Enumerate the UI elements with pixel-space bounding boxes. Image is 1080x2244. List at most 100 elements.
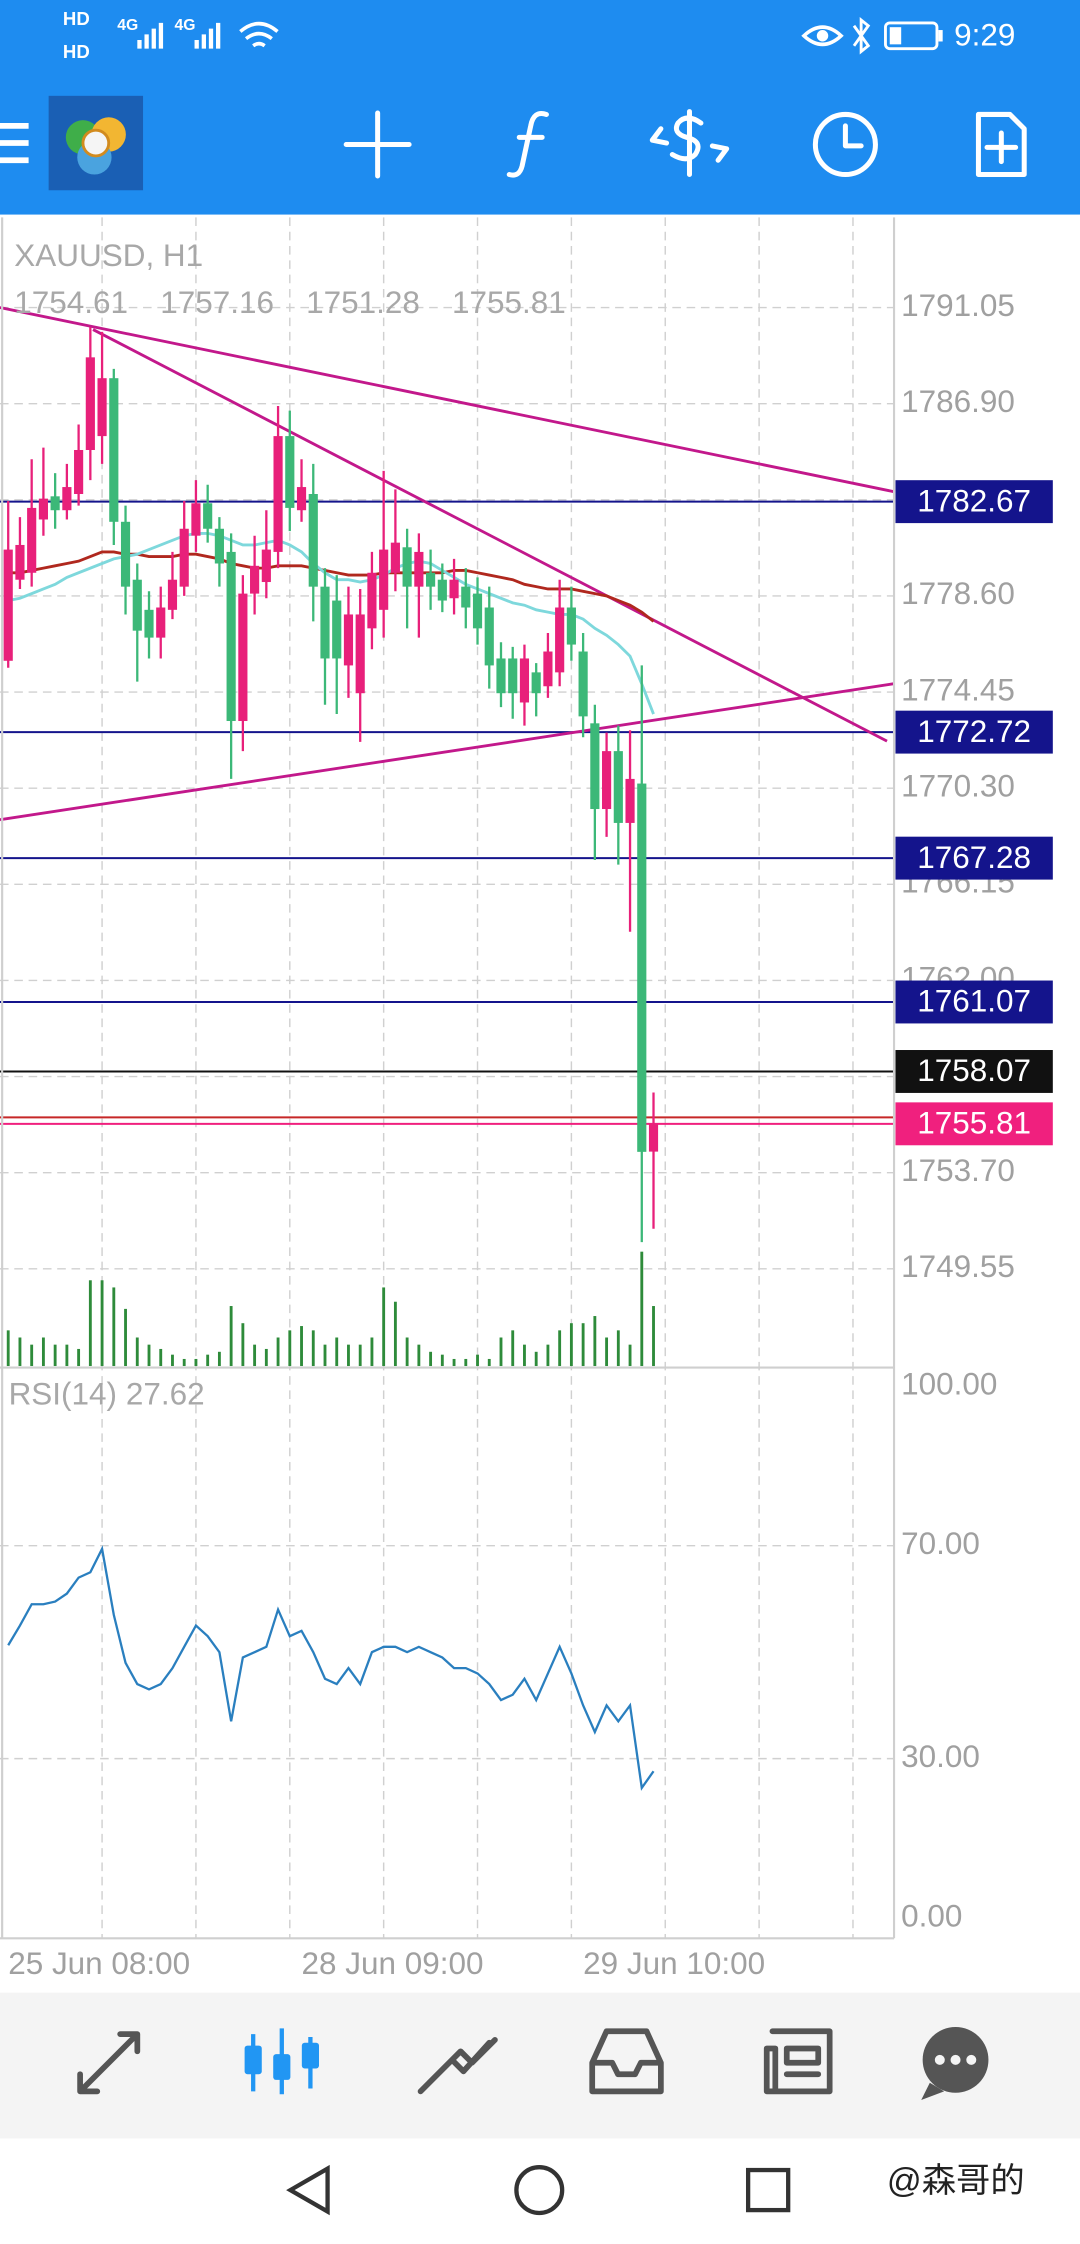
battery-level (889, 27, 902, 45)
volume-bar (429, 1351, 433, 1367)
candle-body (214, 528, 224, 564)
candle-body (379, 549, 389, 610)
trade-tab[interactable] (77, 2031, 141, 2095)
ohlc-open: 1754.61 (14, 285, 128, 320)
volume-bar (358, 1344, 362, 1367)
rsi-line (7, 1545, 655, 1791)
chart-tab[interactable] (244, 2028, 319, 2095)
trade-button[interactable] (649, 109, 730, 178)
candle-body (144, 609, 154, 638)
candle-body (332, 600, 342, 659)
chart-tab (301, 2042, 319, 2069)
level-label-box (895, 836, 1053, 880)
battery-tip (938, 30, 943, 42)
candle-body (296, 487, 307, 511)
level-label: 1772.72 (917, 714, 1031, 749)
candle-body (543, 651, 553, 687)
candle-body (367, 572, 377, 629)
volume-bar (440, 1354, 444, 1367)
level-label: 1758.07 (917, 1053, 1031, 1088)
chart-tab (244, 2045, 262, 2075)
menu-button[interactable] (0, 123, 29, 164)
volume-bar (335, 1337, 339, 1367)
volume-bar (206, 1354, 210, 1367)
volume-bar (523, 1344, 526, 1367)
volume-bar (405, 1337, 409, 1367)
candle-body (637, 783, 647, 1152)
inbox-tab[interactable] (589, 2028, 664, 2095)
recents-button[interactable] (745, 2167, 791, 2213)
candle-body (238, 593, 248, 722)
candle-body (496, 658, 506, 694)
volume-bar (6, 1330, 10, 1367)
volume-bar (581, 1323, 585, 1367)
candle-body (226, 551, 236, 722)
rsi-tick-label: 0.00 (901, 1899, 962, 1934)
volume-bar (558, 1330, 562, 1367)
candle-body (484, 607, 494, 666)
candle-body (97, 378, 107, 437)
candle-body (179, 528, 189, 587)
watermark: @森哥的 (887, 2162, 1025, 2200)
y-tick-label: 1778.60 (901, 576, 1015, 611)
new-object-button (984, 130, 1019, 165)
volume-bar (276, 1337, 280, 1367)
status-bar: HD HD 4G 4G 9:29 (63, 8, 1015, 62)
volume-bar (546, 1344, 550, 1367)
signal-icon (194, 22, 221, 49)
eye-icon (801, 25, 844, 47)
axes: 1791.051786.901782.751778.601774.451770.… (8, 288, 1053, 1981)
candle-body (250, 565, 260, 594)
candle-body (449, 579, 459, 599)
volume-bar (534, 1351, 538, 1367)
candle-body (3, 549, 13, 661)
rsi-tick-label: 30.00 (901, 1739, 980, 1774)
candle-body (50, 496, 60, 511)
timeframe-button[interactable] (812, 111, 878, 178)
volume-bar (41, 1337, 45, 1367)
x-tick-label: 28 Jun 09:00 (302, 1946, 484, 1981)
candle-body (62, 487, 72, 511)
volume-bar (417, 1344, 421, 1367)
volume-bar (124, 1308, 127, 1367)
candle-body (508, 658, 518, 694)
crosshair-button[interactable] (343, 110, 412, 179)
ohlc-close: 1755.81 (452, 285, 566, 320)
candle-body (390, 542, 400, 573)
home-button[interactable] (514, 2165, 565, 2216)
volume-bar (100, 1280, 104, 1367)
ohlc-low: 1751.28 (306, 285, 420, 320)
volume-bar (487, 1358, 491, 1367)
ohlc-high: 1757.16 (160, 285, 274, 320)
volume-bar (288, 1330, 292, 1367)
indicators-button[interactable] (506, 111, 549, 178)
x-tick-label: 29 Jun 10:00 (583, 1946, 765, 1981)
volume-bar (88, 1280, 92, 1367)
x-tick-label: 25 Jun 08:00 (8, 1946, 190, 1981)
bluetooth-icon (852, 17, 871, 55)
volume-bar (65, 1344, 69, 1367)
candle-body (566, 607, 576, 645)
y-tick-label: 1753.70 (901, 1153, 1015, 1188)
candle-body (648, 1123, 659, 1152)
volume-bar (323, 1344, 327, 1367)
network-indicator: 4G (117, 17, 138, 34)
candle-body (461, 586, 471, 608)
history-tab[interactable] (417, 2037, 498, 2095)
candle-body (191, 503, 201, 536)
back-button[interactable] (286, 2164, 330, 2216)
new-object-button[interactable] (975, 111, 1027, 178)
moving-average (7, 531, 655, 715)
volume-bar (382, 1287, 386, 1367)
candle-body (320, 586, 330, 659)
candle-body (273, 436, 283, 552)
volume-bar (628, 1344, 632, 1367)
news-tab[interactable] (763, 2028, 833, 2095)
volume-bar (300, 1326, 303, 1367)
volume-bar (640, 1251, 644, 1367)
candle-body (74, 449, 84, 495)
battery-icon (884, 21, 939, 51)
candle-body (109, 378, 119, 522)
volume-bar (171, 1354, 174, 1367)
rsi-tick-label: 70.00 (901, 1526, 980, 1561)
